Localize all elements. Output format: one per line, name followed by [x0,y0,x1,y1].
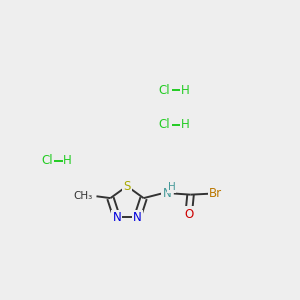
Text: H: H [168,182,176,193]
Text: Cl: Cl [159,84,170,97]
Text: S: S [123,180,131,193]
Text: Br: Br [208,187,222,200]
Text: H: H [63,154,72,167]
Text: N: N [133,211,142,224]
Text: H: H [181,118,190,131]
Text: H: H [181,84,190,97]
Text: CH₃: CH₃ [73,191,92,201]
Text: Cl: Cl [41,154,53,167]
Text: O: O [184,208,194,220]
Text: N: N [112,211,121,224]
Text: N: N [163,187,171,200]
Text: Cl: Cl [159,118,170,131]
